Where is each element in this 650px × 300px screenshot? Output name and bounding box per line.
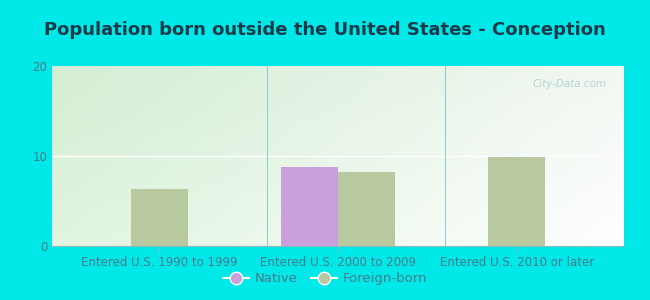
Bar <box>488 157 545 246</box>
Bar <box>281 167 338 246</box>
Legend: Native, Foreign-born: Native, Foreign-born <box>218 267 432 290</box>
Bar <box>131 189 188 246</box>
Bar <box>338 172 395 246</box>
Text: Population born outside the United States - Conception: Population born outside the United State… <box>44 21 606 39</box>
Text: City-Data.com: City-Data.com <box>533 79 607 88</box>
